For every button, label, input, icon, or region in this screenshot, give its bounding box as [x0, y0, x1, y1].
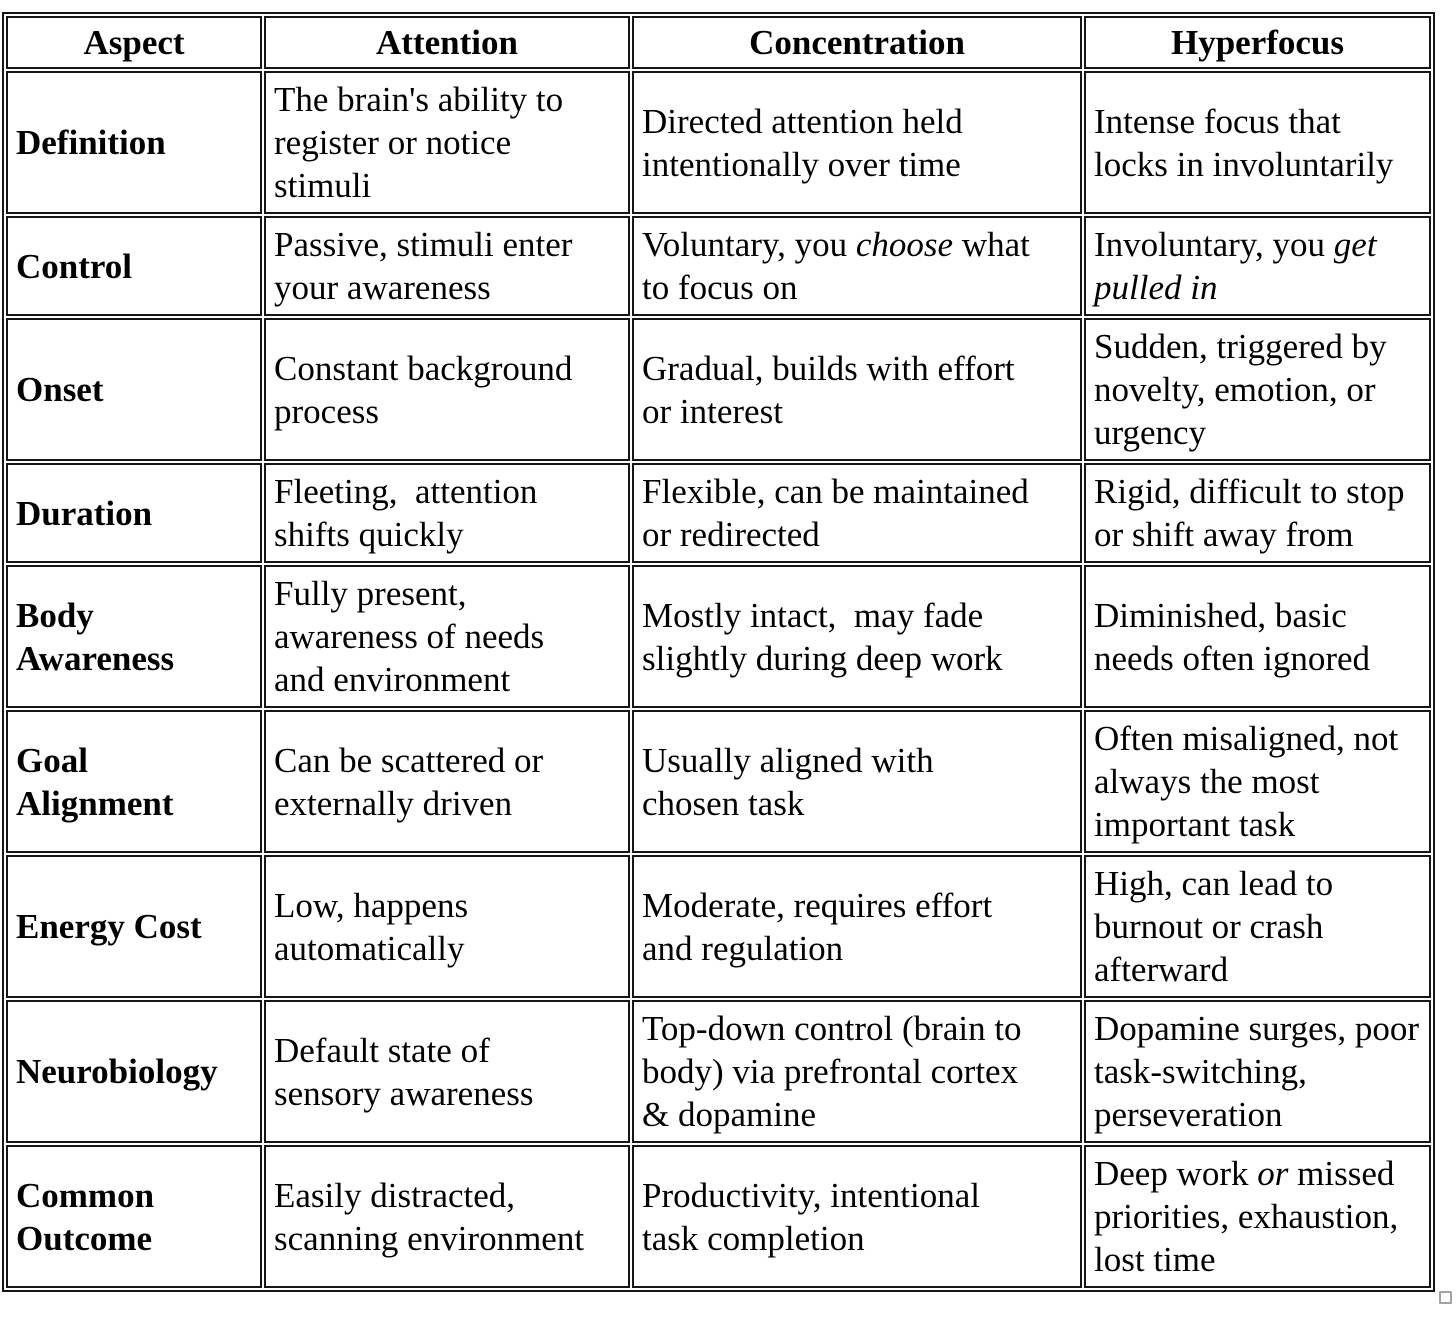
table-cell: The brain's ability to register or notic… [264, 71, 630, 214]
text-run: Constant background process [274, 348, 573, 431]
table-cell: Usually aligned with chosen task [632, 710, 1082, 853]
table-cell: Often misaligned, not always the most im… [1084, 710, 1431, 853]
row-header: Goal Alignment [6, 710, 262, 853]
table-header-row: Aspect Attention Concentration Hyperfocus [6, 16, 1431, 69]
text-run: Intense focus that locks in involuntaril… [1094, 101, 1394, 184]
text-run: Directed attention held intentionally ov… [642, 101, 963, 184]
table-cell: Sudden, triggered by novelty, emotion, o… [1084, 318, 1431, 461]
text-run: Passive, stimuli enter your awareness [274, 225, 573, 307]
column-header-aspect: Aspect [6, 16, 262, 69]
text-run: Flexible, can be maintained or redirecte… [642, 472, 1029, 554]
table-cell: Moderate, requires effort and regulation [632, 855, 1082, 998]
table-cell: Deep work or missed priorities, exhausti… [1084, 1145, 1431, 1288]
text-run: Low, happens automatically [274, 885, 469, 968]
table-cell: Productivity, intentional task completio… [632, 1145, 1082, 1288]
text-run: Diminished, basic needs often ignored [1094, 595, 1371, 678]
text-run: Productivity, intentional task completio… [642, 1175, 980, 1258]
column-header-hyperfocus: Hyperfocus [1084, 16, 1431, 69]
table-cell: Voluntary, you choose what to focus on [632, 216, 1082, 316]
text-run: Usually aligned with chosen task [642, 740, 934, 823]
table-cell: Fleeting, attention shifts quickly [264, 463, 630, 563]
table-resize-handle[interactable] [1439, 1291, 1452, 1304]
table-cell: Passive, stimuli enter your awareness [264, 216, 630, 316]
table-cell: Default state of sensory awareness [264, 1000, 630, 1143]
row-header: Energy Cost [6, 855, 262, 998]
table-row-control: Control Passive, stimuli enter your aware… [6, 216, 1431, 316]
text-run: Gradual, builds with effort or interest [642, 348, 1015, 431]
column-header-concentration: Concentration [632, 16, 1082, 69]
text-run: Default state of sensory awareness [274, 1030, 534, 1113]
table-cell: Diminished, basic needs often ignored [1084, 565, 1431, 708]
table-cell: Can be scattered or externally driven [264, 710, 630, 853]
italic-text-run: get pulled in [1094, 225, 1377, 307]
table-cell: Constant background process [264, 318, 630, 461]
italic-text-run: choose [855, 225, 954, 264]
text-run: Fully present, awareness of needs and en… [274, 574, 545, 699]
text-run: missed priorities, exhaustion, lost time [1094, 1154, 1399, 1279]
table-cell: Low, happens automatically [264, 855, 630, 998]
text-run: Fleeting, attention shifts quickly [274, 472, 538, 554]
text-run: Can be scattered or externally driven [274, 740, 544, 823]
table-cell: Easily distracted, scanning environment [264, 1145, 630, 1288]
table-row-energy-cost: Energy Cost Low, happens automatically Mod… [6, 855, 1431, 998]
table-cell: Directed attention held intentionally ov… [632, 71, 1082, 214]
text-run: Voluntary, you [642, 225, 856, 264]
row-header: Common Outcome [6, 1145, 262, 1288]
row-header: Control [6, 216, 262, 316]
table-body: Definition The brain's ability to registe… [6, 71, 1431, 1288]
text-run: Rigid, difficult to stop or shift away f… [1094, 472, 1405, 554]
row-header: Neurobiology [6, 1000, 262, 1143]
italic-text-run: or [1257, 1154, 1289, 1193]
table-row-definition: Definition The brain's ability to registe… [6, 71, 1431, 214]
text-run: Mostly intact, may fade slightly during … [642, 595, 1003, 678]
table-cell: Intense focus that locks in involuntaril… [1084, 71, 1431, 214]
text-run: Top-down control (brain to body) via pre… [642, 1009, 1022, 1134]
text-run: Often misaligned, not always the most im… [1094, 719, 1399, 844]
comparison-table: Aspect Attention Concentration Hyperfocus D… [2, 12, 1435, 1292]
table-cell: Rigid, difficult to stop or shift away f… [1084, 463, 1431, 563]
table-cell: Involuntary, you get pulled in [1084, 216, 1431, 316]
table-row-body-awareness: Body Awareness Fully present, awareness o… [6, 565, 1431, 708]
text-run: Easily distracted, scanning environment [274, 1175, 585, 1258]
table-cell: Dopamine surges, poor task-switching, pe… [1084, 1000, 1431, 1143]
table-cell: Gradual, builds with effort or interest [632, 318, 1082, 461]
table-cell: Top-down control (brain to body) via pre… [632, 1000, 1082, 1143]
table-row-onset: Onset Constant background process Gradual,… [6, 318, 1431, 461]
text-run: Sudden, triggered by novelty, emotion, o… [1094, 327, 1387, 452]
text-run: The brain's ability to register or notic… [274, 80, 564, 205]
table-row-neurobiology: Neurobiology Default state of sensory awa… [6, 1000, 1431, 1143]
table-row-duration: Duration Fleeting, attention shifts quick… [6, 463, 1431, 563]
table-cell: Fully present, awareness of needs and en… [264, 565, 630, 708]
row-header: Definition [6, 71, 262, 214]
table-row-common-outcome: Common Outcome Easily distracted, scannin… [6, 1145, 1431, 1288]
text-run: what to focus on [642, 225, 1030, 307]
row-header: Duration [6, 463, 262, 563]
table-cell: High, can lead to burnout or crash after… [1084, 855, 1431, 998]
table-cell: Flexible, can be maintained or redirecte… [632, 463, 1082, 563]
text-run: Deep work [1094, 1154, 1258, 1193]
row-header: Body Awareness [6, 565, 262, 708]
text-run: Dopamine surges, poor task-switching, pe… [1094, 1009, 1419, 1134]
column-header-attention: Attention [264, 16, 630, 69]
table-cell: Mostly intact, may fade slightly during … [632, 565, 1082, 708]
row-header: Onset [6, 318, 262, 461]
text-run: High, can lead to burnout or crash after… [1094, 864, 1334, 989]
text-run: Moderate, requires effort and regulation [642, 885, 993, 968]
text-run: Involuntary, you [1094, 225, 1334, 264]
table-row-goal-alignment: Goal Alignment Can be scattered or extern… [6, 710, 1431, 853]
